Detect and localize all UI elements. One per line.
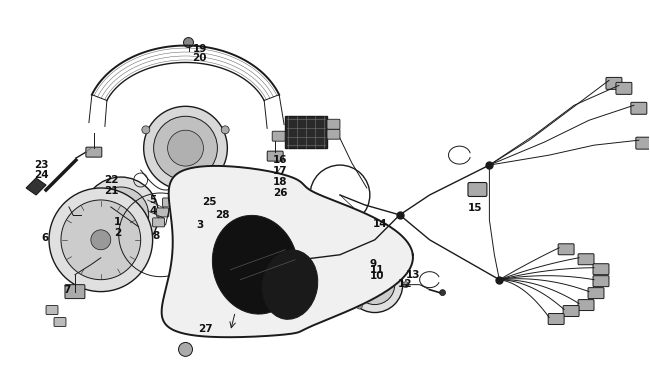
FancyBboxPatch shape bbox=[563, 305, 579, 316]
Text: 24: 24 bbox=[34, 170, 49, 180]
Text: 7: 7 bbox=[63, 285, 70, 294]
FancyBboxPatch shape bbox=[558, 244, 574, 255]
FancyBboxPatch shape bbox=[327, 129, 340, 139]
Text: 22: 22 bbox=[104, 175, 118, 185]
Text: 8: 8 bbox=[153, 231, 160, 241]
FancyBboxPatch shape bbox=[606, 77, 622, 89]
FancyBboxPatch shape bbox=[157, 208, 168, 217]
Text: 3: 3 bbox=[196, 220, 203, 230]
Circle shape bbox=[221, 126, 229, 134]
FancyBboxPatch shape bbox=[578, 300, 594, 311]
FancyBboxPatch shape bbox=[548, 313, 564, 324]
Polygon shape bbox=[26, 178, 46, 195]
Text: 4: 4 bbox=[150, 206, 157, 216]
Circle shape bbox=[168, 130, 203, 166]
FancyBboxPatch shape bbox=[162, 198, 175, 207]
FancyBboxPatch shape bbox=[196, 224, 211, 236]
Polygon shape bbox=[162, 166, 413, 337]
Text: 18: 18 bbox=[273, 177, 288, 187]
Text: 16: 16 bbox=[273, 155, 288, 165]
Circle shape bbox=[61, 200, 140, 280]
Bar bbox=[285, 116, 327, 148]
Text: 1: 1 bbox=[114, 217, 121, 227]
Circle shape bbox=[347, 257, 403, 313]
FancyBboxPatch shape bbox=[46, 305, 58, 314]
Text: 11: 11 bbox=[370, 265, 384, 275]
Text: 20: 20 bbox=[192, 53, 207, 64]
FancyBboxPatch shape bbox=[631, 102, 647, 114]
Text: 14: 14 bbox=[373, 219, 387, 229]
Text: 12: 12 bbox=[398, 279, 412, 289]
FancyBboxPatch shape bbox=[153, 218, 164, 227]
FancyBboxPatch shape bbox=[267, 151, 283, 161]
Text: 5: 5 bbox=[150, 195, 157, 205]
Text: 26: 26 bbox=[273, 188, 288, 198]
FancyBboxPatch shape bbox=[578, 254, 594, 265]
Text: 13: 13 bbox=[406, 270, 420, 280]
Text: 21: 21 bbox=[104, 186, 118, 196]
Circle shape bbox=[83, 177, 159, 253]
Text: 9: 9 bbox=[370, 259, 377, 269]
Circle shape bbox=[93, 187, 149, 243]
Circle shape bbox=[356, 303, 362, 309]
Circle shape bbox=[403, 282, 409, 288]
FancyBboxPatch shape bbox=[327, 119, 340, 129]
FancyBboxPatch shape bbox=[593, 264, 609, 275]
Text: 17: 17 bbox=[273, 166, 288, 176]
Circle shape bbox=[183, 37, 194, 48]
FancyBboxPatch shape bbox=[636, 137, 650, 149]
Ellipse shape bbox=[213, 215, 298, 314]
Text: 28: 28 bbox=[215, 210, 230, 220]
FancyBboxPatch shape bbox=[272, 131, 285, 141]
Text: 19: 19 bbox=[192, 43, 207, 54]
Text: 10: 10 bbox=[370, 271, 384, 281]
Circle shape bbox=[356, 260, 362, 266]
FancyBboxPatch shape bbox=[86, 147, 102, 157]
FancyBboxPatch shape bbox=[54, 318, 66, 327]
Circle shape bbox=[355, 265, 395, 305]
Circle shape bbox=[144, 106, 228, 190]
Text: 25: 25 bbox=[202, 197, 217, 207]
Circle shape bbox=[181, 181, 190, 189]
Circle shape bbox=[49, 188, 153, 291]
Circle shape bbox=[113, 207, 129, 223]
Text: 15: 15 bbox=[467, 203, 482, 213]
Text: 23: 23 bbox=[34, 160, 49, 170]
Circle shape bbox=[439, 290, 445, 296]
Circle shape bbox=[179, 342, 192, 356]
Circle shape bbox=[153, 116, 217, 180]
Circle shape bbox=[91, 230, 111, 250]
Ellipse shape bbox=[263, 250, 318, 319]
Text: 27: 27 bbox=[198, 324, 213, 335]
FancyBboxPatch shape bbox=[616, 82, 632, 94]
Circle shape bbox=[367, 277, 383, 293]
FancyBboxPatch shape bbox=[65, 285, 85, 299]
FancyBboxPatch shape bbox=[588, 288, 604, 299]
Text: 2: 2 bbox=[114, 228, 121, 238]
Text: 6: 6 bbox=[41, 233, 48, 243]
FancyBboxPatch shape bbox=[593, 276, 609, 287]
FancyBboxPatch shape bbox=[468, 183, 487, 197]
FancyBboxPatch shape bbox=[194, 199, 211, 211]
Circle shape bbox=[142, 126, 150, 134]
